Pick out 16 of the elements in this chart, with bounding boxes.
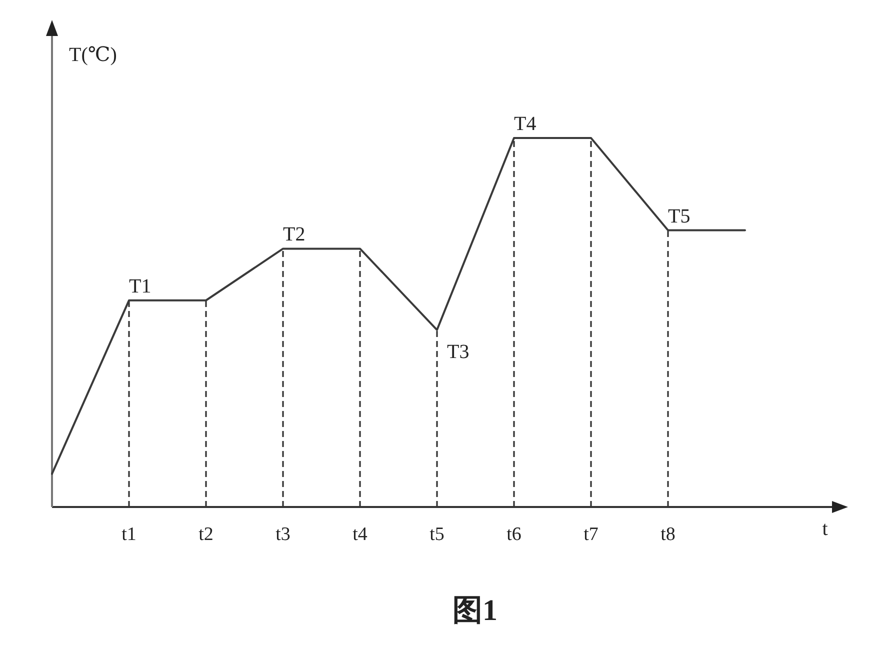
x-tick-label: t2 — [198, 524, 214, 545]
caption: 图1 — [452, 594, 498, 627]
point-label: T1 — [129, 275, 152, 298]
x-tick-label: t1 — [122, 524, 136, 545]
x-tick-label: t6 — [506, 524, 522, 545]
point-label: T5 — [668, 205, 690, 228]
point-label: T2 — [283, 224, 306, 246]
point-label: T3 — [447, 340, 470, 363]
point-label: T4 — [514, 113, 536, 135]
x-tick-label: t3 — [276, 524, 290, 545]
x-axis-title: t — [822, 518, 828, 540]
y-axis-title: T(℃) — [69, 44, 117, 66]
x-tick-label: t7 — [584, 524, 598, 545]
x-tick-label: t5 — [430, 524, 444, 545]
x-tick-label: t4 — [352, 524, 368, 545]
x-tick-label: t8 — [660, 524, 676, 545]
